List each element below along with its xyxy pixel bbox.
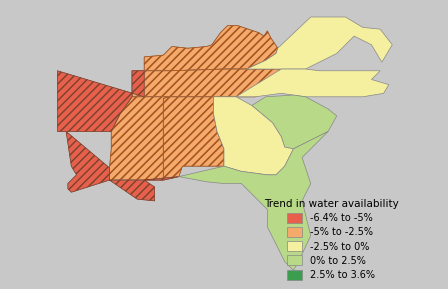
Polygon shape [109, 97, 168, 180]
Polygon shape [214, 97, 293, 175]
Polygon shape [179, 131, 328, 270]
Polygon shape [57, 71, 144, 131]
Polygon shape [144, 26, 278, 71]
Polygon shape [236, 69, 389, 97]
Polygon shape [66, 131, 179, 201]
Legend: -6.4% to -5%, -5% to -2.5%, -2.5% to 0%, 0% to 2.5%, 2.5% to 3.6%: -6.4% to -5%, -5% to -2.5%, -2.5% to 0%,… [261, 196, 401, 283]
Polygon shape [252, 95, 337, 149]
Polygon shape [132, 69, 281, 97]
Polygon shape [246, 17, 392, 69]
Polygon shape [163, 97, 224, 180]
